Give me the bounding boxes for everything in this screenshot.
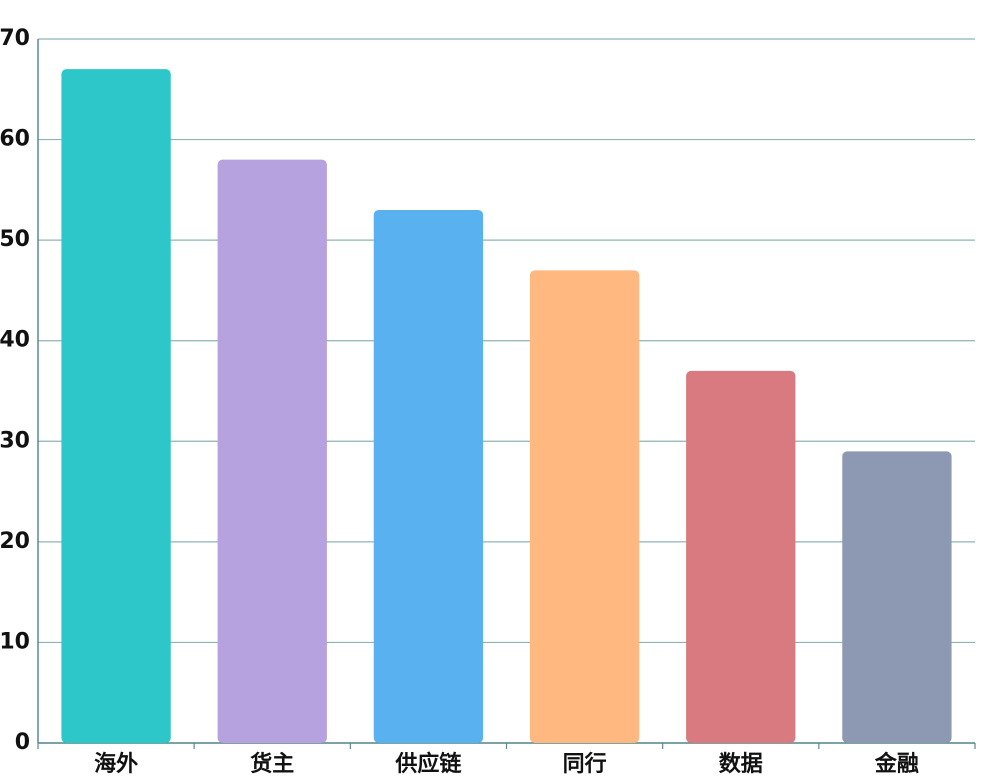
bar bbox=[373, 209, 484, 743]
bar bbox=[529, 270, 640, 743]
y-tick-label: 20 bbox=[0, 529, 30, 554]
bar bbox=[61, 69, 171, 743]
bar bbox=[686, 370, 796, 743]
x-tick-label: 海外 bbox=[94, 751, 138, 777]
y-tick-label: 40 bbox=[0, 328, 30, 353]
x-tick-label: 货主 bbox=[250, 751, 294, 777]
y-tick-label: 60 bbox=[0, 127, 30, 152]
y-tick-label: 70 bbox=[0, 26, 30, 51]
y-tick-label: 10 bbox=[0, 629, 30, 654]
x-tick-label: 同行 bbox=[563, 751, 607, 777]
x-tick-label: 供应链 bbox=[394, 751, 461, 777]
x-tick-label: 数据 bbox=[719, 751, 763, 777]
bar bbox=[217, 159, 327, 743]
y-tick-label: 50 bbox=[0, 227, 30, 252]
x-tick-label: 金融 bbox=[874, 751, 919, 777]
y-tick-label: 30 bbox=[0, 428, 30, 453]
y-tick-label: 0 bbox=[15, 730, 30, 755]
bar bbox=[842, 451, 952, 743]
